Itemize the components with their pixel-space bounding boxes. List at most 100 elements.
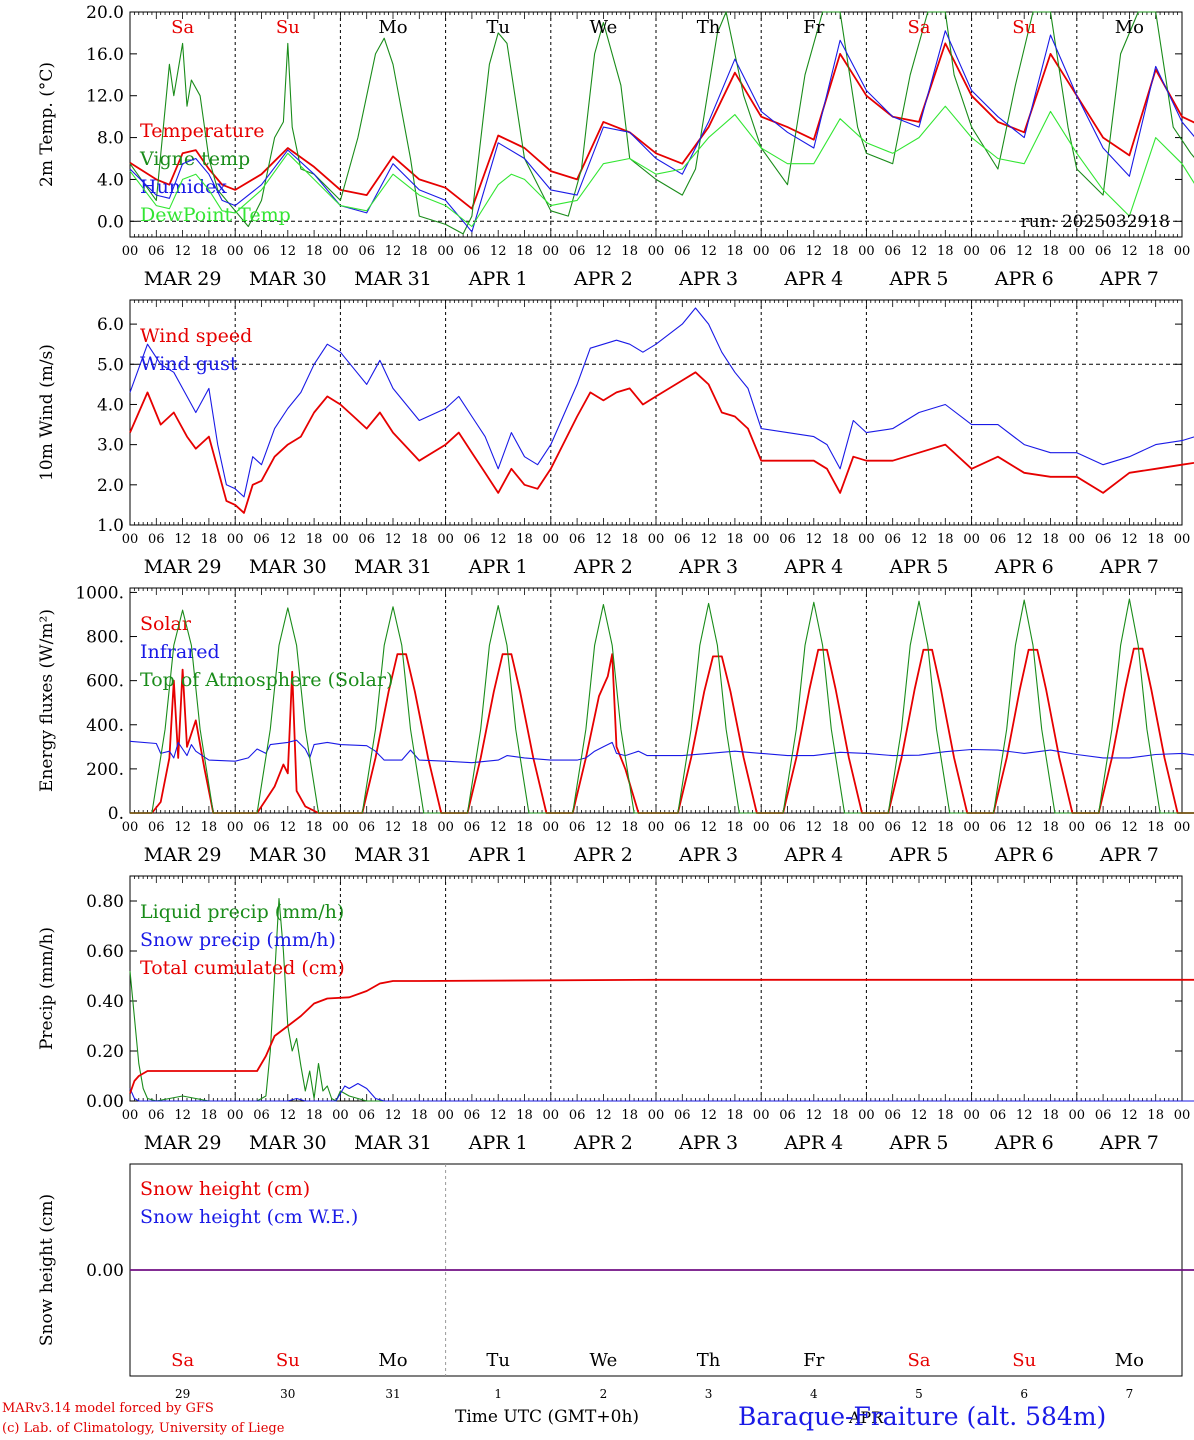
- y-tick-label: 8.0: [97, 129, 124, 149]
- hour-label: 18: [201, 1108, 218, 1123]
- date-label: MAR 31: [354, 1132, 432, 1154]
- date-label: APR 1: [468, 1132, 528, 1154]
- hour-label: 12: [490, 532, 507, 547]
- hour-label: 18: [516, 244, 533, 259]
- y-axis-label: Energy fluxes (W/m²): [37, 609, 57, 792]
- hour-label: 06: [569, 532, 586, 547]
- series-line-dewpoint-temp: [129, 105, 1194, 228]
- weekday-label-bottom: Su: [276, 1350, 300, 1371]
- legend-entry: Wind gust: [140, 353, 238, 375]
- hour-label: 18: [937, 532, 954, 547]
- weekday-label-top: Fr: [803, 17, 824, 38]
- hour-label: 18: [306, 532, 323, 547]
- hour-label: 18: [516, 1108, 533, 1123]
- date-label: MAR 30: [249, 844, 327, 866]
- day-number: 2: [600, 1387, 608, 1401]
- y-axis-label: 10m Wind (m/s): [37, 344, 57, 481]
- hour-label: 12: [1016, 820, 1033, 835]
- hour-label: 12: [490, 244, 507, 259]
- date-label: APR 6: [994, 556, 1054, 578]
- hour-label: 06: [990, 1108, 1007, 1123]
- hour-label: 18: [621, 1108, 638, 1123]
- date-label: MAR 29: [144, 844, 222, 866]
- date-label: APR 3: [678, 268, 738, 290]
- hour-label: 18: [621, 820, 638, 835]
- hour-label: 00: [1174, 820, 1191, 835]
- legend-entry: Top of Atmosphere (Solar): [140, 669, 393, 691]
- hour-label: 12: [174, 1108, 191, 1123]
- date-label: APR 1: [468, 844, 528, 866]
- hour-label: 00: [753, 1108, 770, 1123]
- hour-label: 00: [543, 820, 560, 835]
- hour-label: 06: [1095, 1108, 1112, 1123]
- hour-label: 00: [648, 1108, 665, 1123]
- hour-label: 12: [1121, 532, 1138, 547]
- y-tick-label: 800.: [86, 628, 124, 648]
- hour-label: 18: [621, 532, 638, 547]
- weekday-label-top: Su: [1012, 17, 1036, 38]
- day-number: 7: [1126, 1387, 1134, 1401]
- hour-label: 00: [753, 244, 770, 259]
- hour-label: 12: [385, 820, 402, 835]
- y-tick-label: 600.: [86, 672, 124, 692]
- series-line-humidex: [129, 30, 1194, 233]
- legend-entry: Wind speed: [140, 325, 252, 347]
- hour-label: 18: [1042, 244, 1059, 259]
- hour-label: 06: [358, 820, 375, 835]
- hour-label: 12: [1016, 244, 1033, 259]
- hour-label: 06: [358, 1108, 375, 1123]
- y-tick-label: 1000.: [75, 583, 124, 603]
- weekday-label-top: Sa: [171, 17, 194, 38]
- hour-label: 06: [674, 1108, 691, 1123]
- hour-label: 18: [201, 820, 218, 835]
- hour-label: 06: [358, 244, 375, 259]
- hour-label: 06: [148, 1108, 165, 1123]
- hour-label: 18: [1042, 532, 1059, 547]
- date-label: APR 5: [889, 556, 949, 578]
- hour-label: 06: [253, 1108, 270, 1123]
- y-tick-label: 4.0: [97, 395, 124, 415]
- hour-label: 12: [490, 1108, 507, 1123]
- hour-label: 12: [595, 1108, 612, 1123]
- hour-label: 18: [1147, 1108, 1164, 1123]
- y-tick-label: 0.60: [86, 942, 124, 962]
- hour-label: 18: [832, 532, 849, 547]
- hour-label: 00: [122, 532, 139, 547]
- hour-label: 06: [148, 244, 165, 259]
- y-tick-label: 2.0: [97, 476, 124, 496]
- legend-entry: Snow height (cm W.E.): [140, 1206, 358, 1228]
- day-number: 6: [1020, 1387, 1028, 1401]
- hour-label: 12: [385, 532, 402, 547]
- hour-label: 00: [332, 532, 349, 547]
- run-label: run: 2025032918: [1021, 212, 1170, 232]
- hour-label: 18: [411, 532, 428, 547]
- weekday-label-bottom: Sa: [171, 1350, 194, 1371]
- hour-label: 12: [700, 532, 717, 547]
- series-line-top-of-atmosphere-solar-: [130, 598, 1194, 814]
- hour-label: 18: [306, 244, 323, 259]
- hour-label: 00: [332, 1108, 349, 1123]
- date-label: MAR 29: [144, 268, 222, 290]
- hour-label: 12: [911, 820, 928, 835]
- weekday-label-top: Mo: [378, 17, 407, 38]
- y-tick-label: 0.20: [86, 1042, 124, 1062]
- date-label: APR 6: [994, 844, 1054, 866]
- hour-label: 06: [884, 1108, 901, 1123]
- hour-label: 00: [1069, 820, 1086, 835]
- hour-label: 12: [700, 820, 717, 835]
- hour-label: 06: [990, 244, 1007, 259]
- hour-label: 18: [727, 1108, 744, 1123]
- y-tick-label: 0.00: [86, 1092, 124, 1112]
- series-line-vigne-temp: [129, 11, 1194, 235]
- hour-label: 06: [358, 532, 375, 547]
- hour-label: 00: [858, 820, 875, 835]
- hour-label: 12: [385, 1108, 402, 1123]
- hour-label: 18: [516, 820, 533, 835]
- y-tick-label: 5.0: [97, 355, 124, 375]
- y-axis-label: Snow height (cm): [37, 1194, 57, 1346]
- hour-label: 18: [727, 532, 744, 547]
- hour-label: 12: [280, 244, 297, 259]
- hour-label: 00: [648, 820, 665, 835]
- hour-label: 12: [806, 532, 823, 547]
